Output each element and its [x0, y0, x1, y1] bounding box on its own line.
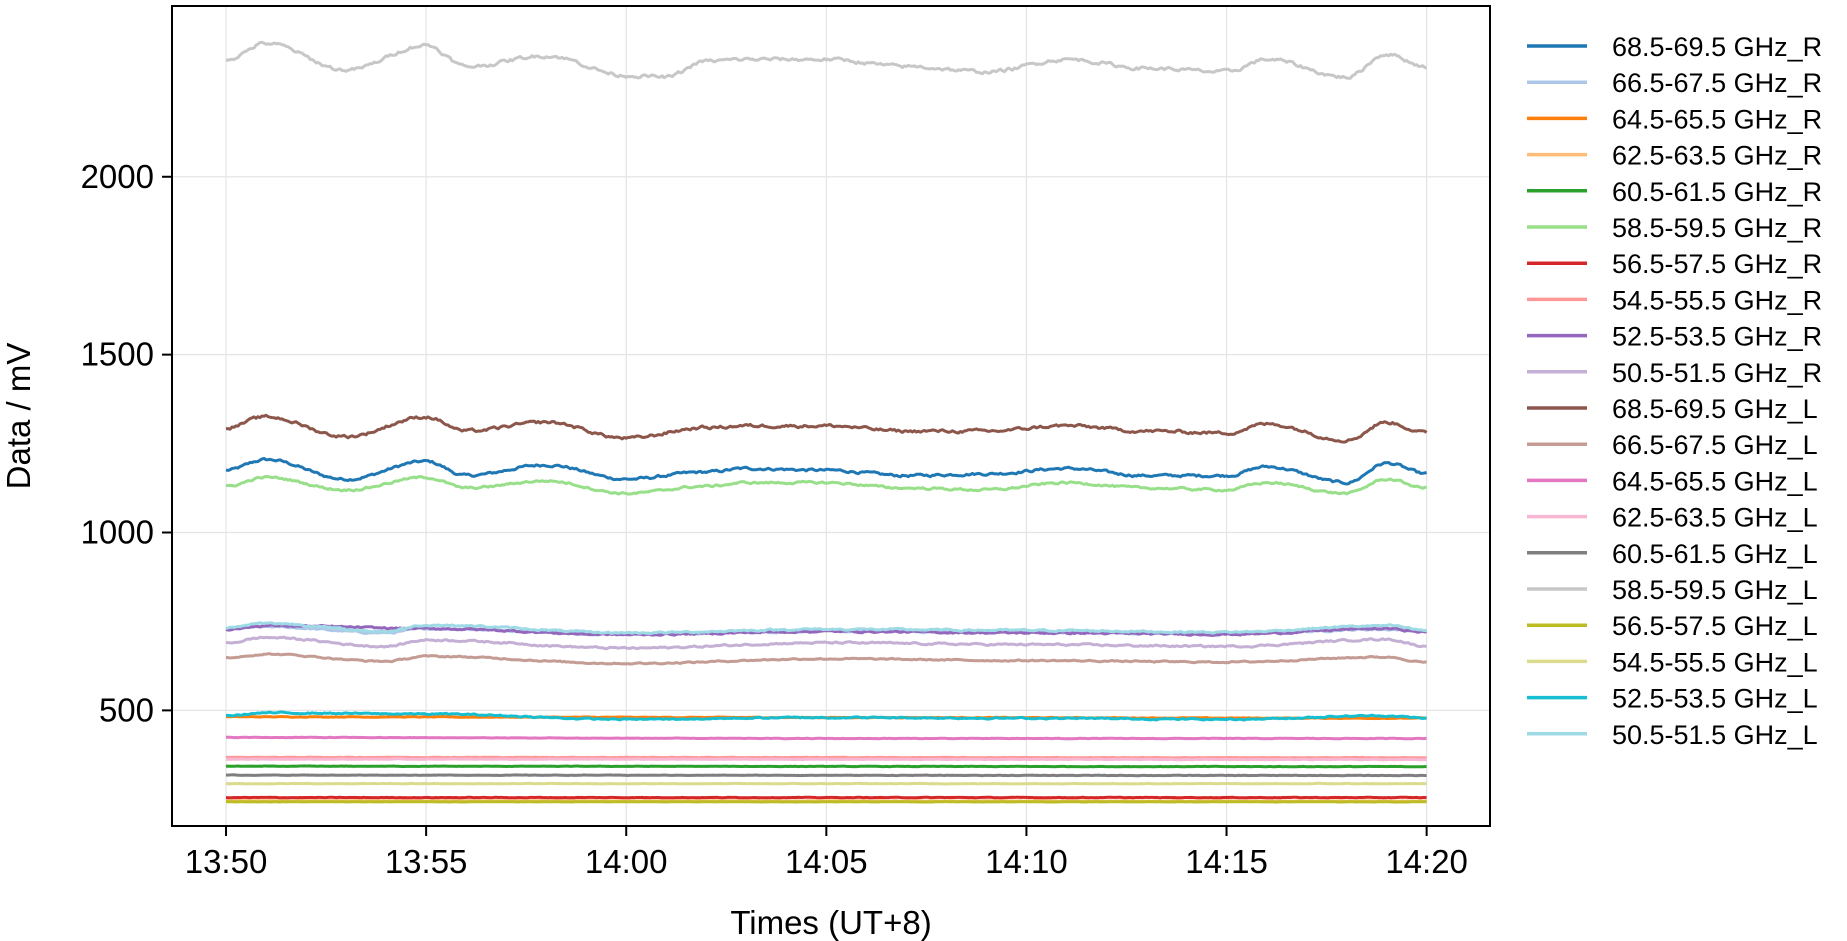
plot-frame [171, 5, 1491, 827]
legend-label: 62.5-63.5 GHz_R [1612, 141, 1822, 171]
series-line-17 [225, 781, 1427, 786]
legend-label: 50.5-51.5 GHz_R [1612, 358, 1822, 388]
series-line-18 [225, 710, 1427, 722]
y-tick-label: 1000 [81, 514, 154, 551]
legend-label: 56.5-57.5 GHz_R [1612, 249, 1822, 279]
y-axis-ticks: 500 1000 1500 2000 [81, 158, 172, 728]
legend-label: 58.5-59.5 GHz_L [1612, 575, 1818, 605]
legend-label: 52.5-53.5 GHz_L [1612, 684, 1818, 714]
grid-lines [172, 6, 1490, 826]
series-layer [225, 40, 1428, 804]
series-line-16 [225, 800, 1427, 804]
series-line-10 [225, 413, 1428, 444]
legend-label: 52.5-53.5 GHz_R [1612, 322, 1822, 352]
series-line-11 [225, 652, 1427, 666]
series-line-13 [226, 757, 1427, 762]
series-line-9 [225, 635, 1427, 651]
x-tick-label: 14:15 [1185, 843, 1268, 880]
y-tick-label: 2000 [81, 158, 154, 195]
y-axis-label: Data / mV [0, 343, 37, 490]
legend-label: 54.5-55.5 GHz_L [1612, 647, 1818, 677]
y-tick-label: 500 [99, 691, 154, 728]
legend-label: 62.5-63.5 GHz_L [1612, 503, 1818, 533]
x-tick-label: 13:50 [185, 843, 268, 880]
x-tick-label: 14:10 [985, 843, 1068, 880]
legend-label: 54.5-55.5 GHz_R [1612, 285, 1822, 315]
legend-label: 64.5-65.5 GHz_L [1612, 466, 1818, 496]
x-tick-label: 14:20 [1385, 843, 1468, 880]
legend-label: 66.5-67.5 GHz_R [1612, 68, 1822, 98]
legend-label: 68.5-69.5 GHz_R [1612, 32, 1822, 62]
series-line-19 [225, 621, 1427, 636]
series-line-12 [225, 735, 1427, 741]
series-line-5 [226, 475, 1427, 496]
legend-label: 50.5-51.5 GHz_L [1612, 720, 1818, 750]
legend-label: 58.5-59.5 GHz_R [1612, 213, 1822, 243]
legend-label: 68.5-69.5 GHz_L [1612, 394, 1818, 424]
legend-label: 66.5-67.5 GHz_L [1612, 430, 1818, 460]
x-tick-label: 14:05 [785, 843, 868, 880]
x-tick-label: 13:55 [385, 843, 468, 880]
series-line-0 [225, 456, 1427, 486]
series-line-14 [225, 773, 1427, 778]
x-axis-label: Times (UT+8) [730, 904, 931, 941]
series-line-6 [225, 795, 1427, 800]
legend-label: 56.5-57.5 GHz_L [1612, 611, 1818, 641]
series-line-7 [225, 755, 1427, 760]
x-tick-label: 14:00 [585, 843, 668, 880]
series-line-15 [225, 40, 1428, 80]
legend-label: 60.5-61.5 GHz_R [1612, 177, 1822, 207]
legend-label: 60.5-61.5 GHz_L [1612, 539, 1818, 569]
x-axis-ticks: 13:50 13:55 14:00 14:05 14:10 14:15 14:20 [185, 826, 1468, 880]
legend-label: 64.5-65.5 GHz_R [1612, 104, 1822, 134]
y-tick-label: 1500 [81, 336, 154, 373]
series-line-4 [225, 764, 1427, 769]
legend: 68.5-69.5 GHz_R 66.5-67.5 GHz_R 64.5-65.5 … [1527, 32, 1822, 750]
